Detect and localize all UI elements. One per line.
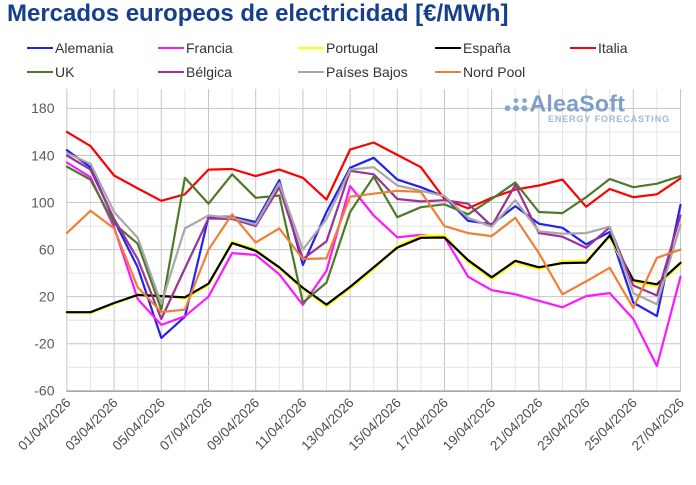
legend-label: España	[463, 40, 511, 56]
y-tick-label: 20	[39, 288, 55, 304]
x-axis-labels: 01/04/202603/04/202605/04/202607/04/2026…	[15, 395, 687, 453]
legend-label: Países Bajos	[326, 64, 408, 80]
legend-label: Alemania	[55, 40, 114, 56]
legend-label: Bélgica	[186, 64, 232, 80]
legend-swatch-icon	[435, 47, 461, 49]
chart-title: Mercados europeos de electricidad [€/MWh…	[7, 0, 509, 27]
logo-dots-icon	[522, 98, 527, 103]
series-line-francia	[65, 161, 682, 368]
series-lines	[65, 130, 682, 368]
legend-swatch-icon	[298, 71, 324, 73]
watermark-tagline: ENERGY FORECASTING	[548, 114, 670, 124]
legend-swatch-icon	[158, 47, 184, 49]
y-tick-label: 100	[31, 194, 55, 210]
legend-swatch-icon	[298, 47, 324, 49]
legend-label: Italia	[598, 40, 628, 56]
legend-swatch-icon	[27, 47, 53, 49]
watermark-brand: AleaSoft	[530, 91, 626, 117]
series-line-espa-a	[65, 234, 682, 314]
series-line-pa-ses-bajos	[65, 152, 682, 306]
y-axis-labels: 180 140 100 60 20 -20 -60	[31, 100, 55, 398]
legend-item-1[interactable]: Alemania	[27, 39, 113, 57]
legend: Alemania Francia Portugal España Italia UK Bél…	[0, 0, 696, 85]
legend-item-6[interactable]: UK	[27, 63, 74, 81]
y-tick-label: -20	[34, 336, 54, 352]
legend-item-2[interactable]: Francia	[158, 39, 233, 57]
legend-label: UK	[55, 64, 75, 80]
series-line-uk	[65, 165, 682, 311]
legend-label: Nord Pool	[463, 64, 526, 80]
gridlines	[66, 89, 681, 392]
y-tick-label: 60	[39, 241, 55, 257]
logo-dots-icon	[504, 105, 511, 112]
series-line-nord-pool	[65, 189, 682, 314]
legend-swatch-icon	[435, 71, 461, 73]
legend-label: Francia	[186, 40, 233, 56]
legend-item-7[interactable]: Bélgica	[158, 63, 232, 81]
legend-item-9[interactable]: Nord Pool	[435, 63, 525, 81]
series-line-b-lgica	[65, 154, 682, 321]
logo-dots-icon	[513, 98, 519, 103]
legend-item-5[interactable]: Italia	[570, 39, 628, 57]
legend-item-4[interactable]: España	[435, 39, 510, 57]
legend-label: Portugal	[326, 40, 379, 56]
legend-item-3[interactable]: Portugal	[298, 39, 378, 57]
legend-swatch-icon	[27, 71, 53, 73]
legend-swatch-icon	[570, 47, 596, 49]
legend-item-8[interactable]: Países Bajos	[298, 63, 408, 81]
y-tick-label: 180	[31, 100, 55, 116]
y-tick-label: 140	[31, 147, 55, 163]
logo-dots-icon	[521, 105, 528, 112]
legend-swatch-icon	[158, 71, 184, 73]
series-line-italia	[65, 130, 682, 210]
series-line-alemania	[65, 149, 682, 339]
y-tick-label: -60	[34, 383, 54, 399]
logo-dots-icon	[513, 105, 519, 112]
